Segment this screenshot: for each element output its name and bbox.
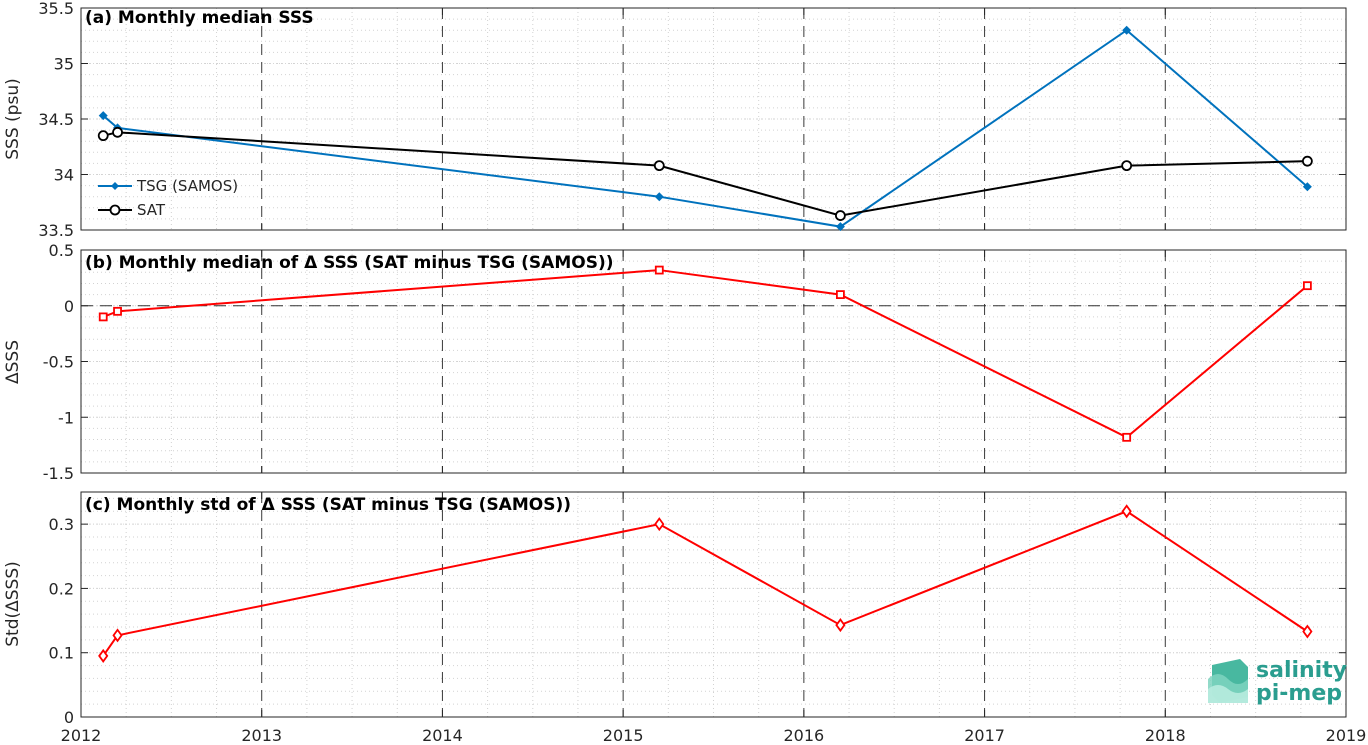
- legend-sat-marker: [109, 204, 121, 216]
- data-point: [1121, 160, 1133, 172]
- y-tick-label: -1: [58, 408, 74, 427]
- y-tick-label: 34: [54, 166, 74, 185]
- y-tick-label: 0.1: [49, 644, 74, 663]
- y-tick-label: 34.5: [38, 110, 74, 129]
- y-tick-label: 0.3: [49, 515, 74, 534]
- panel-c-title: (c) Monthly std of Δ SSS (SAT minus TSG …: [85, 495, 571, 515]
- y-tick-label: 0: [64, 708, 74, 727]
- data-point: [112, 628, 123, 643]
- legend-tsg-label: TSG (SAMOS): [136, 177, 238, 195]
- data-point: [1302, 281, 1312, 291]
- data-point: [653, 160, 665, 172]
- data-point: [1302, 182, 1312, 192]
- data-point: [1301, 155, 1313, 167]
- data-point: [98, 312, 108, 322]
- data-point: [835, 618, 846, 633]
- y-tick-label: -1.5: [43, 464, 74, 483]
- data-point: [1121, 504, 1132, 519]
- data-point: [113, 306, 122, 316]
- data-point: [1122, 25, 1132, 35]
- data-point: [98, 648, 109, 663]
- y-tick-label: -0.5: [43, 353, 74, 372]
- y-tick-label: 0.5: [49, 241, 74, 260]
- x-tick-label: 2018: [1145, 726, 1186, 745]
- x-tick-label: 2012: [61, 726, 102, 745]
- logo-line-1: salinity: [1256, 658, 1347, 683]
- x-tick-label: 2019: [1326, 726, 1367, 745]
- legend-sat-label: SAT: [137, 201, 166, 219]
- y-tick-label: 35: [54, 55, 74, 74]
- data-point: [835, 222, 845, 232]
- x-tick-label: 2017: [964, 726, 1005, 745]
- data-point: [97, 130, 109, 142]
- data-point: [654, 265, 664, 275]
- panel-a-title: (a) Monthly median SSS: [85, 8, 314, 28]
- salinity-pi-mep-logo: salinity pi-mep: [1208, 658, 1347, 706]
- data-point: [835, 290, 845, 300]
- panel-c-y-axis-label: Std(ΔSSS): [3, 561, 23, 647]
- panel-b-title: (b) Monthly median of Δ SSS (SAT minus T…: [85, 253, 614, 273]
- x-tick-label: 2014: [422, 726, 463, 745]
- panel-c-std-delta-sss: 0 0.1 0.2 0.3 2012 2013 2014 2015 2016 2017 2018 20…: [49, 491, 1367, 745]
- panel-b-median-delta-sss: -1.5 -1 -0.5 0 0.5: [43, 241, 1347, 483]
- logo-wave-light-icon: [1208, 685, 1248, 703]
- panel-a-median-sss: 33.5 34 34.5 35 35.5: [38, 0, 1347, 240]
- x-tick-label: 2013: [241, 726, 282, 745]
- x-tick-label: 2015: [603, 726, 644, 745]
- data-point: [1122, 432, 1132, 442]
- logo-line-2: pi-mep: [1256, 681, 1342, 706]
- panel-a-y-axis-label: SSS (psu): [3, 78, 23, 159]
- data-point: [654, 517, 665, 532]
- data-point: [654, 192, 664, 202]
- legend: TSG (SAMOS) SAT: [98, 177, 238, 219]
- data-point: [98, 111, 108, 121]
- y-tick-label: 35.5: [38, 0, 74, 18]
- legend-tsg-marker: [111, 182, 119, 190]
- x-tick-label: 2016: [783, 726, 824, 745]
- data-point: [1302, 624, 1313, 639]
- y-tick-label: 0.2: [49, 579, 74, 598]
- y-tick-label: 0: [64, 297, 74, 316]
- panel-b-y-axis-label: ΔSSS: [3, 340, 23, 384]
- data-point: [834, 210, 846, 221]
- axes-frame: [80, 491, 1347, 718]
- data-point: [112, 126, 123, 138]
- y-tick-label: 33.5: [38, 221, 74, 240]
